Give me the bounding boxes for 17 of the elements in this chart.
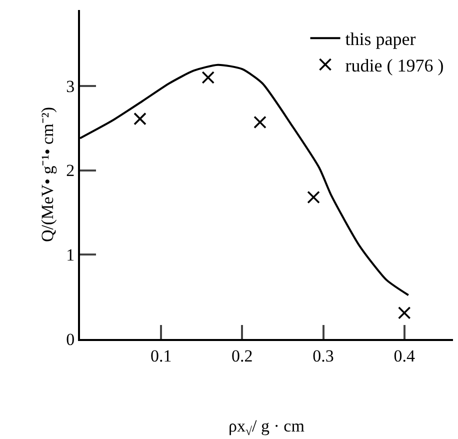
point (398, 306, 411, 320)
x-tick-label: 0.2 (232, 346, 253, 366)
x-axis-title: ρx$_{√}$/ g · cm (228, 416, 304, 438)
legend-label: this paper (345, 29, 416, 50)
x-tick-label: 0.1 (150, 346, 172, 366)
x-tick-label: 0.3 (312, 346, 334, 366)
point (254, 116, 266, 129)
point (202, 71, 215, 84)
y-tick-label: 0 (66, 330, 75, 349)
legend-label: rudie ( 1976 ) (345, 55, 444, 76)
x-tick-label: 0.4 (394, 346, 416, 366)
y-tick-label: 3 (66, 76, 75, 96)
point (134, 112, 146, 126)
y-tick-label: 2 (66, 161, 75, 180)
point (307, 190, 320, 204)
y-tick-label: 1 (66, 246, 75, 265)
y-axis-title: Q/(MeV• g⁻¹• cm⁻²) (38, 106, 58, 242)
